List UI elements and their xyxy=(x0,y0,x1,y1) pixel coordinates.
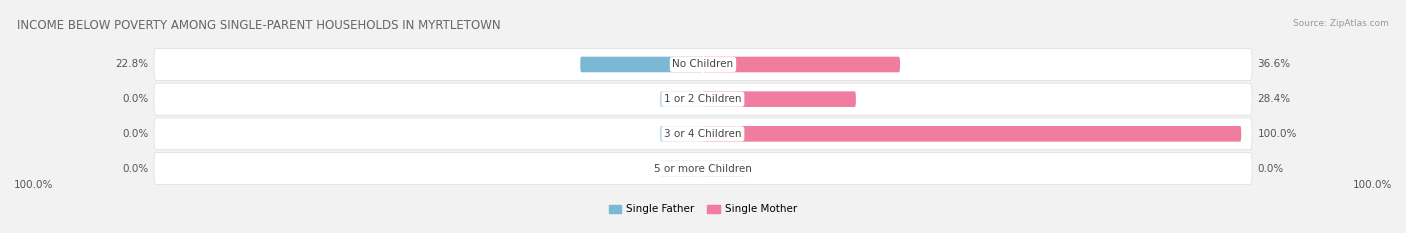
FancyBboxPatch shape xyxy=(155,118,1251,150)
Text: INCOME BELOW POVERTY AMONG SINGLE-PARENT HOUSEHOLDS IN MYRTLETOWN: INCOME BELOW POVERTY AMONG SINGLE-PARENT… xyxy=(17,19,501,32)
Text: 3 or 4 Children: 3 or 4 Children xyxy=(664,129,742,139)
Text: 28.4%: 28.4% xyxy=(1257,94,1291,104)
FancyBboxPatch shape xyxy=(703,57,900,72)
FancyBboxPatch shape xyxy=(155,48,1251,80)
Text: 100.0%: 100.0% xyxy=(14,180,53,190)
FancyBboxPatch shape xyxy=(703,126,1241,142)
FancyBboxPatch shape xyxy=(659,91,703,107)
Text: 0.0%: 0.0% xyxy=(1257,164,1284,174)
Text: 100.0%: 100.0% xyxy=(1353,180,1392,190)
Text: 0.0%: 0.0% xyxy=(122,94,149,104)
FancyBboxPatch shape xyxy=(659,126,703,142)
FancyBboxPatch shape xyxy=(659,161,703,176)
FancyBboxPatch shape xyxy=(155,153,1251,185)
FancyBboxPatch shape xyxy=(155,83,1251,115)
Text: 100.0%: 100.0% xyxy=(1257,129,1296,139)
Text: 1 or 2 Children: 1 or 2 Children xyxy=(664,94,742,104)
Text: 22.8%: 22.8% xyxy=(115,59,149,69)
Text: Source: ZipAtlas.com: Source: ZipAtlas.com xyxy=(1294,19,1389,28)
Text: 0.0%: 0.0% xyxy=(122,164,149,174)
Legend: Single Father, Single Mother: Single Father, Single Mother xyxy=(605,200,801,219)
FancyBboxPatch shape xyxy=(581,57,703,72)
FancyBboxPatch shape xyxy=(703,161,747,176)
Text: 5 or more Children: 5 or more Children xyxy=(654,164,752,174)
Text: 36.6%: 36.6% xyxy=(1257,59,1291,69)
Text: 0.0%: 0.0% xyxy=(122,129,149,139)
Text: No Children: No Children xyxy=(672,59,734,69)
FancyBboxPatch shape xyxy=(703,91,856,107)
